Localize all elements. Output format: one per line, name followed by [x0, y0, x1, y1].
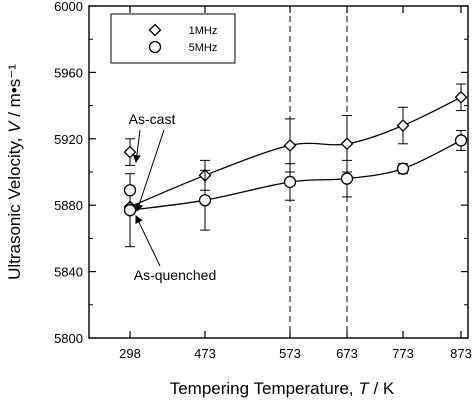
point-5mhz-573 [283, 175, 297, 189]
x-tick-label-573: 573 [279, 346, 301, 361]
annotation-as-cast: As-cast [129, 111, 176, 127]
x-tick-label-673: 673 [336, 346, 358, 361]
point-5mhz-298 [123, 204, 137, 217]
series-line-5mhz [129, 139, 462, 211]
legend: 1MHz 5MHz [110, 13, 236, 64]
legend-marker-1mhz [148, 23, 162, 37]
point-1mhz-573 [283, 139, 297, 152]
y-axis-title: Ultrasonic Velocity, V / m•s⁻¹ [5, 64, 24, 280]
x-tick-label-298: 298 [119, 346, 141, 361]
legend-box [110, 13, 236, 64]
x-tick-label-473: 473 [194, 346, 216, 361]
x-axis-title: Tempering Temperature, T / K [170, 379, 395, 398]
point-1mhz-773 [396, 119, 410, 132]
y-tick-label: 6000 [54, 0, 83, 14]
point-ascast-5mhz [123, 184, 137, 197]
point-1mhz-873 [454, 90, 468, 104]
legend-label-5mhz: 5MHz [189, 42, 218, 54]
arrow-as-cast-5mhz [135, 129, 165, 212]
arrow-as-cast-1mhz [132, 129, 141, 163]
reference-lines [289, 6, 348, 338]
series [123, 83, 468, 248]
series-line-1mhz [129, 96, 462, 208]
point-1mhz-673 [340, 137, 354, 151]
point-ascast-1mhz [123, 145, 137, 159]
y-tick-label: 5960 [54, 65, 83, 80]
x-tick-label-873: 873 [450, 346, 472, 361]
legend-marker-5mhz [148, 40, 162, 54]
arrow-as-quenched [135, 215, 161, 267]
legend-label-1mhz: 1MHz [189, 25, 218, 37]
point-5mhz-773 [396, 162, 410, 175]
x-tick-label-773: 773 [392, 346, 414, 361]
y-tick-label: 5920 [54, 132, 83, 147]
y-tick-label: 5800 [54, 331, 83, 346]
y-tick-label: 5880 [54, 198, 83, 213]
axes: 5800 5840 5880 5920 5960 6000 298 473 573 673 773 8… [54, 0, 472, 361]
point-5mhz-473 [198, 194, 212, 207]
annotations: As-cast As-quenched [129, 111, 217, 283]
annotation-as-quenched: As-quenched [134, 267, 217, 283]
y-tick-label: 5840 [54, 265, 83, 280]
point-5mhz-673 [340, 172, 354, 185]
point-5mhz-873 [454, 134, 468, 147]
